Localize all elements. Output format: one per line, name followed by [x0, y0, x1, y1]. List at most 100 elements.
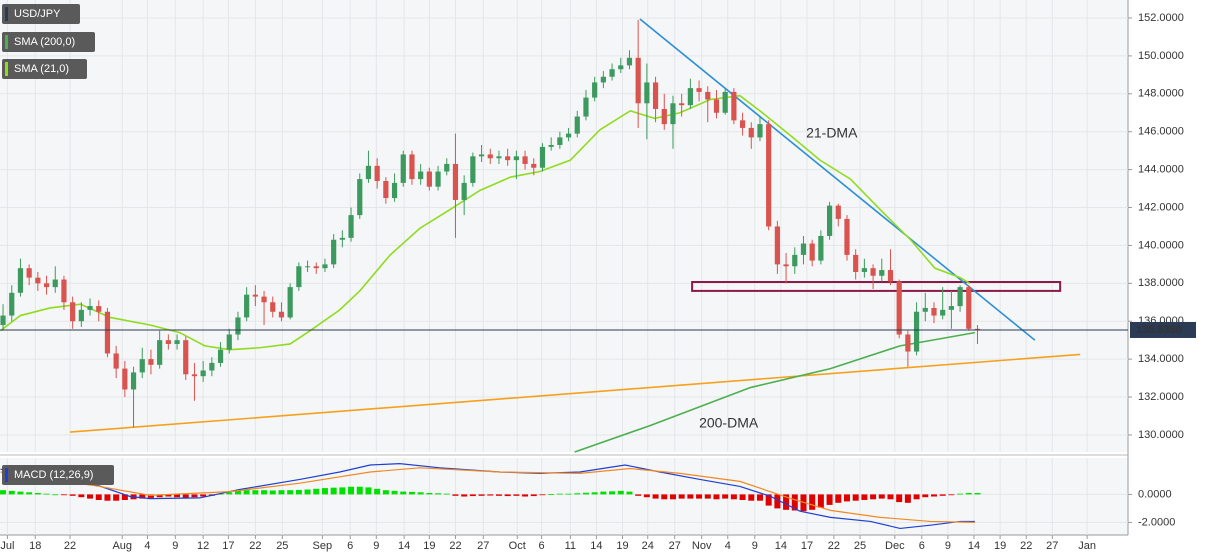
macd-histogram-bar	[426, 493, 433, 495]
legend-swatch	[5, 7, 8, 21]
macd-histogram-bar	[791, 494, 798, 511]
legend-box	[2, 32, 95, 52]
candle-body	[940, 309, 946, 316]
last-price-label: 135.5390	[1136, 324, 1182, 336]
candle-body	[383, 180, 389, 199]
macd-histogram-bar	[182, 494, 189, 498]
x-tick-label: 4	[725, 540, 731, 552]
macd-histogram-bar	[200, 494, 207, 497]
candle-body	[565, 133, 572, 138]
candle-body	[792, 254, 798, 267]
price-panel	[0, 0, 1128, 452]
macd-histogram-bar	[756, 494, 763, 501]
x-tick-label: 18	[29, 540, 41, 552]
candle-body	[574, 116, 580, 134]
x-tick-label: Nov	[692, 540, 712, 552]
macd-histogram-bar	[522, 494, 529, 497]
macd-histogram-bar	[939, 494, 946, 496]
x-tick-label: 6	[347, 540, 353, 552]
y-tick-label: 146.0000	[1138, 126, 1184, 138]
macd-histogram-bar	[417, 492, 424, 495]
candle-body	[426, 171, 432, 187]
candle-body	[157, 340, 163, 365]
candle-body	[96, 306, 102, 312]
macd-histogram-bar	[765, 494, 772, 506]
x-tick-label: 17	[801, 540, 813, 552]
candle-body	[435, 171, 441, 187]
macd-histogram-bar	[165, 494, 172, 497]
macd-histogram-bar	[295, 489, 302, 495]
x-tick-label: 6	[919, 540, 925, 552]
candle-body	[278, 311, 285, 318]
x-tick-label: Jan	[1078, 540, 1096, 552]
macd-histogram-bar	[843, 494, 850, 502]
x-tick-label: 14	[775, 540, 787, 552]
macd-histogram-bar	[783, 494, 790, 510]
macd-histogram-bar	[878, 494, 885, 499]
macd-histogram-bar	[374, 488, 381, 495]
y-tick-label: 152.0000	[1138, 12, 1184, 24]
candle-body	[35, 277, 41, 284]
candle-body	[783, 264, 789, 267]
candle-body	[548, 144, 554, 147]
candle-body	[800, 243, 807, 255]
macd-histogram-bar	[861, 494, 868, 500]
macd-histogram-bar	[913, 494, 920, 500]
macd-histogram-bar	[730, 494, 737, 500]
candle-body	[174, 340, 180, 344]
candle-body	[122, 368, 128, 390]
x-tick-label: 6	[539, 540, 545, 552]
macd-histogram-bar	[147, 494, 154, 498]
candle-body	[43, 283, 50, 288]
candle-body	[304, 266, 311, 268]
candle-body	[687, 88, 693, 106]
macd-histogram-bar	[948, 494, 955, 496]
moving-average	[0, 94, 971, 351]
candle-body	[731, 91, 737, 121]
macd-histogram-bar	[269, 490, 276, 495]
macd-histogram-bar	[626, 491, 633, 495]
candle-body	[722, 91, 728, 113]
macd-histogram-bar	[304, 489, 311, 495]
candle-body	[70, 302, 76, 322]
x-tick-label: 9	[172, 540, 178, 552]
macd-histogram-bar	[556, 493, 563, 495]
candle-body	[130, 372, 137, 390]
x-tick-label: 24	[642, 540, 654, 552]
macd-histogram-bar	[974, 493, 981, 495]
candle-body	[26, 268, 32, 278]
macd-histogram-bar	[174, 494, 181, 498]
candle-body	[252, 294, 258, 297]
candle-body	[974, 328, 981, 330]
macd-histogram-bar	[435, 493, 442, 495]
candle-body	[61, 279, 67, 303]
moving-average	[574, 331, 976, 453]
candle-body	[104, 311, 111, 354]
y-tick-label: 130.0000	[1138, 429, 1184, 441]
macd-histogram-bar	[8, 490, 15, 495]
x-tick-label: 25	[276, 540, 288, 552]
macd-histogram-bar	[478, 494, 485, 496]
macd-histogram-bar	[678, 494, 685, 499]
y-tick-label: 148.0000	[1138, 88, 1184, 100]
candle-body	[365, 165, 372, 180]
macd-histogram-bar	[548, 494, 555, 495]
legend-swatch	[5, 35, 8, 49]
candle-body	[844, 218, 850, 255]
legend-box	[2, 465, 114, 485]
candle-body	[809, 243, 815, 261]
x-tick-label: Aug	[112, 540, 132, 552]
x-tick-label: 22	[828, 540, 840, 552]
y-tick-label: 134.0000	[1138, 353, 1184, 365]
macd-histogram-bar	[78, 494, 85, 498]
macd-histogram-bar	[391, 490, 398, 495]
x-tick-label: 27	[477, 540, 489, 552]
macd-histogram-bar	[539, 494, 546, 496]
macd-histogram-bar	[582, 492, 589, 495]
macd-histogram-bar	[365, 487, 372, 495]
candle-body	[183, 340, 189, 375]
legend-swatch	[5, 62, 8, 76]
x-tick-label: 19	[994, 540, 1006, 552]
candle-body	[0, 315, 6, 326]
